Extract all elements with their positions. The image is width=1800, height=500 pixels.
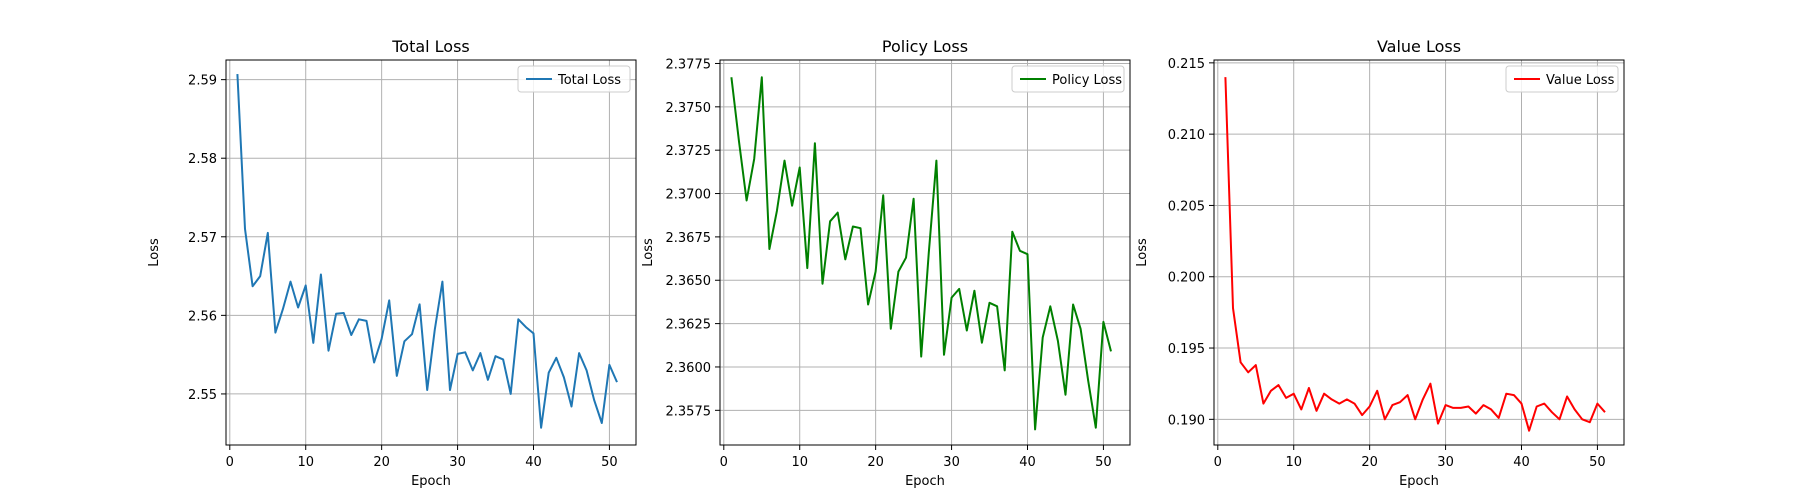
y-axis-label: Loss — [641, 238, 656, 267]
x-tick-label: 40 — [525, 455, 542, 470]
y-tick-label: 2.3600 — [666, 361, 712, 376]
x-tick-label: 0 — [1214, 455, 1222, 470]
x-tick-label: 20 — [1361, 455, 1378, 470]
y-tick-label: 2.57 — [188, 231, 217, 246]
y-tick-label: 2.3700 — [666, 188, 712, 203]
series-line — [730, 76, 1112, 431]
x-tick-label: 50 — [601, 455, 618, 470]
y-tick-label: 0.205 — [1168, 199, 1205, 214]
chart-title: Total Loss — [391, 37, 470, 56]
y-tick-label: 2.3675 — [666, 231, 712, 246]
x-tick-label: 20 — [373, 455, 390, 470]
chart-title: Value Loss — [1377, 37, 1461, 56]
legend-label: Value Loss — [1546, 73, 1615, 88]
x-tick-label: 30 — [943, 455, 960, 470]
chart-title: Policy Loss — [882, 37, 968, 56]
panel-2: 0 10 20 30 40 50 2.3575 2.3600 2.3625 2.3650 2.367… — [641, 37, 1131, 489]
y-tick-label: 2.3650 — [666, 274, 712, 289]
legend: Value Loss — [1505, 65, 1619, 93]
panel-3: 0 10 20 30 40 50 0.190 0.195 0.200 0.205 0.210 0.21… — [1135, 37, 1625, 489]
x-tick-label: 40 — [1019, 455, 1036, 470]
x-tick-label: 30 — [1437, 455, 1454, 470]
panel-1: 0 10 20 30 40 50 2.55 2.56 2.57 2.58 2.59 Total Los… — [147, 37, 637, 489]
legend-box — [1011, 65, 1125, 93]
y-tick-label: 2.58 — [188, 152, 217, 167]
x-tick-label: 40 — [1513, 455, 1530, 470]
legend-label: Total Loss — [557, 73, 621, 88]
y-axis-label: Loss — [147, 238, 162, 267]
y-tick-label: 0.195 — [1168, 342, 1205, 357]
x-tick-label: 10 — [297, 455, 314, 470]
x-tick-label: 20 — [867, 455, 884, 470]
y-tick-label: 2.59 — [188, 74, 217, 89]
y-tick-label: 2.56 — [188, 309, 217, 324]
axes-frame — [1213, 59, 1625, 446]
x-axis-label: Epoch — [1399, 474, 1439, 489]
legend-label: Policy Loss — [1052, 73, 1122, 88]
legend-box — [517, 65, 631, 93]
y-tick-label: 2.3775 — [666, 57, 712, 72]
x-tick-label: 30 — [449, 455, 466, 470]
x-tick-label: 50 — [1095, 455, 1112, 470]
y-tick-label: 0.200 — [1168, 271, 1205, 286]
y-axis-label: Loss — [1135, 238, 1150, 267]
y-tick-label: 2.3625 — [666, 318, 712, 333]
y-tick-label: 2.3575 — [666, 404, 712, 419]
y-tick-label: 0.190 — [1168, 413, 1205, 428]
y-tick-label: 2.3750 — [666, 101, 712, 116]
legend: Policy Loss — [1011, 65, 1125, 93]
legend: Total Loss — [517, 65, 631, 93]
y-tick-label: 2.3725 — [666, 144, 712, 159]
axes-frame — [225, 59, 637, 446]
x-tick-label: 10 — [791, 455, 808, 470]
x-tick-label: 0 — [720, 455, 728, 470]
series-line — [236, 74, 618, 429]
x-tick-label: 10 — [1285, 455, 1302, 470]
x-axis-label: Epoch — [905, 474, 945, 489]
y-tick-label: 0.210 — [1168, 128, 1205, 143]
x-tick-label: 50 — [1589, 455, 1606, 470]
y-tick-label: 2.55 — [188, 388, 217, 403]
x-tick-label: 0 — [226, 455, 234, 470]
axes-frame — [719, 59, 1131, 446]
y-tick-label: 0.215 — [1168, 57, 1205, 72]
series-line — [1224, 77, 1606, 432]
x-axis-label: Epoch — [411, 474, 451, 489]
legend-box — [1505, 65, 1619, 93]
